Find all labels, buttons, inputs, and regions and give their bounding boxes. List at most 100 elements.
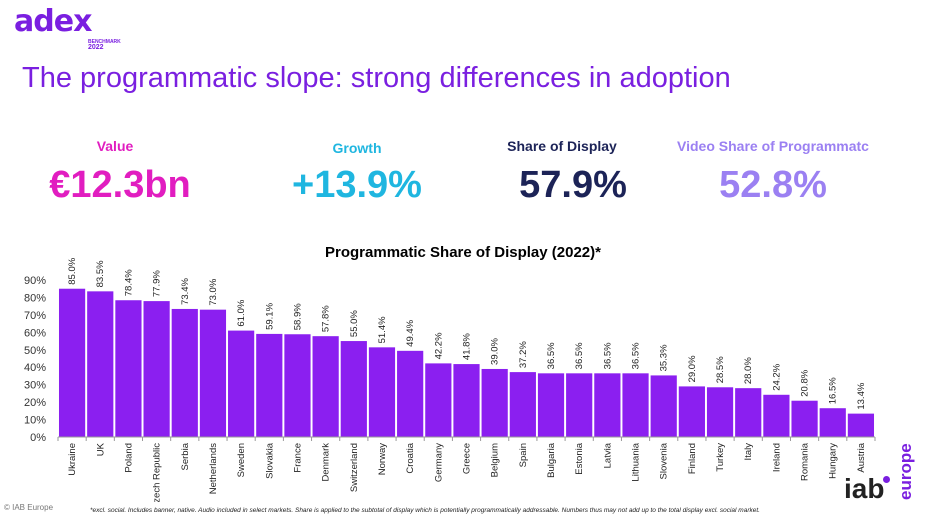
data-label: 83.5% [95,260,106,287]
bar [115,300,142,437]
data-label: 49.4% [405,319,416,346]
kpi-share-display-label: Share of Display [507,138,617,154]
bar [425,363,452,437]
bar [566,373,593,437]
x-tick-label: Romania [800,442,811,481]
bar [847,413,875,437]
adex-logo: adex BENCHMARK 2022 [14,6,124,52]
data-label: 77.9% [152,270,163,297]
y-tick-label: 80% [24,292,46,304]
data-label: 57.8% [321,305,332,332]
logo-sub: BENCHMARK [88,39,121,45]
data-label: 41.8% [462,333,473,360]
data-label: 36.5% [631,342,642,369]
x-tick-label: Sweden [236,443,247,477]
data-label: 20.8% [800,369,811,396]
bar [340,341,367,437]
x-tick-label: Slovakia [264,442,275,479]
y-tick-label: 50% [24,345,46,357]
bar [819,408,846,437]
bar [537,373,565,437]
data-label: 16.5% [828,377,839,404]
bar [791,400,818,437]
x-tick-label: Germany [433,443,444,482]
bar [284,334,311,437]
bar [199,309,227,437]
bar [58,288,86,437]
kpi-value-figure: €12.3bn [49,164,191,206]
data-label: 58.9% [292,303,303,330]
data-label: 85.0% [67,257,78,284]
data-label: 28.5% [715,356,726,383]
x-tick-label: France [292,443,303,473]
page-title: The programmatic slope: strong differenc… [22,62,731,94]
kpi-share-display-figure: 57.9% [519,164,627,206]
data-label: 28.0% [743,357,754,384]
footnote: *excl. social. Includes banner, native. … [90,507,760,514]
y-tick-label: 70% [24,310,46,322]
x-tick-label: Czech Republic [152,443,163,502]
x-tick-label: Greece [462,443,473,474]
bar [171,308,198,437]
y-tick-label: 60% [24,327,46,339]
kpi-growth-label: Growth [332,140,382,156]
kpi-value-label: Value [96,138,134,154]
kpi-video-share-label: Video Share of Programmatc [677,138,869,154]
bar [256,333,283,437]
bar-chart: 0% 10% 20% 30% 40% 50% 60% 70% 80% 90% 85.0% Ukrain… [24,257,876,502]
x-tick-label: Netherlands [208,443,219,494]
data-label: 73.0% [208,278,219,305]
y-tick-label: 10% [24,415,46,427]
data-label: 36.5% [574,342,585,369]
data-label: 36.5% [546,342,557,369]
x-tick-label: Hungary [828,443,839,479]
x-tick-label: Italy [743,443,754,461]
x-tick-label: Spain [518,443,529,467]
bar [706,387,734,437]
data-label: 24.2% [771,363,782,390]
x-tick-label: Belgium [490,443,501,477]
data-label: 37.2% [518,341,529,368]
data-label: 29.0% [687,355,698,382]
x-tick-label: Latvia [602,442,613,468]
x-tick-label: Croatia [405,442,416,473]
iab-logo-word: iab [844,473,885,504]
kpi-growth-figure: +13.9% [292,164,422,206]
x-tick-label: Austria [856,442,867,472]
y-tick-label: 40% [24,362,46,374]
bar [368,347,396,437]
bar [397,350,424,437]
y-tick-label: 30% [24,380,46,392]
iab-logo-dot [883,476,890,483]
x-tick-label: Slovenia [659,442,670,479]
x-tick-label: Lithuania [631,442,642,481]
data-label: 36.5% [602,342,613,369]
x-tick-label: Bulgaria [546,442,557,478]
x-tick-label: Ukraine [67,443,78,476]
x-tick-label: Estonia [574,442,585,474]
x-tick-label: Turkey [715,443,726,472]
data-label: 55.0% [349,310,360,337]
y-tick-label: 0% [30,432,46,444]
bar [143,301,170,437]
bar [622,373,649,437]
bar [453,364,480,437]
x-tick-label: Finland [687,443,698,474]
x-tick-label: Norway [377,443,388,475]
x-tick-label: UK [95,442,106,456]
data-label: 61.0% [236,299,247,326]
bar [678,386,705,437]
y-tick-label: 90% [24,275,46,287]
data-label: 73.4% [180,277,191,304]
bar [763,394,790,437]
data-label: 78.4% [123,269,134,296]
x-tick-label: Ireland [771,443,782,472]
bar [228,330,255,437]
x-tick-label: Poland [123,443,134,473]
bar [87,291,114,437]
kpi-video-share-figure: 52.8% [719,164,827,206]
data-label: 42.2% [433,332,444,359]
bar [594,373,621,437]
data-label: 51.4% [377,316,388,343]
x-tick-label: Switzerland [349,443,360,492]
